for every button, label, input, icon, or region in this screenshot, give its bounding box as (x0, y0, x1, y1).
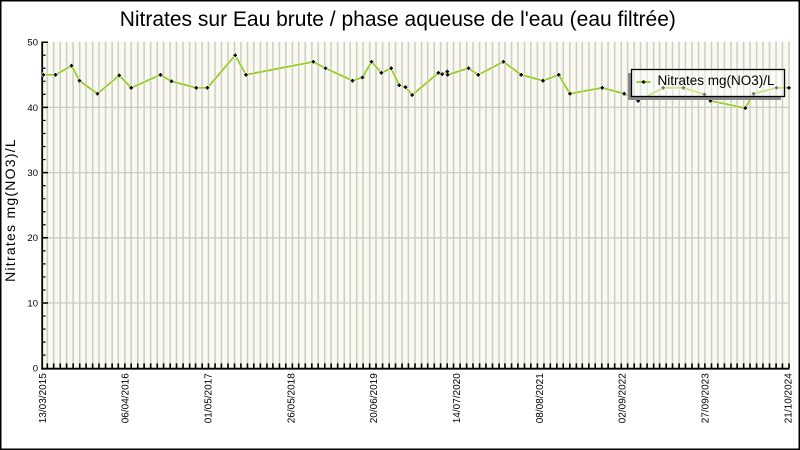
svg-text:10: 10 (27, 298, 38, 309)
svg-text:0: 0 (33, 364, 38, 375)
svg-text:27/09/2023: 27/09/2023 (701, 373, 712, 423)
svg-text:50: 50 (27, 38, 38, 49)
svg-text:14/07/2020: 14/07/2020 (452, 373, 463, 423)
svg-text:40: 40 (27, 103, 38, 114)
svg-text:20/06/2019: 20/06/2019 (369, 373, 380, 423)
svg-text:01/05/2017: 01/05/2017 (203, 373, 214, 423)
svg-text:13/03/2015: 13/03/2015 (38, 373, 49, 423)
svg-text:26/05/2018: 26/05/2018 (286, 373, 297, 423)
svg-text:06/04/2016: 06/04/2016 (121, 373, 132, 423)
svg-text:20: 20 (27, 233, 38, 244)
svg-text:Nitrates sur Eau brute / phase: Nitrates sur Eau brute / phase aqueuse d… (120, 8, 676, 31)
svg-text:02/09/2022: 02/09/2022 (618, 373, 629, 423)
svg-text:30: 30 (27, 168, 38, 179)
svg-text:Nitrates mg(NO3)/L: Nitrates mg(NO3)/L (2, 138, 18, 282)
svg-text:08/08/2021: 08/08/2021 (535, 373, 546, 423)
svg-text:21/10/2024: 21/10/2024 (783, 373, 794, 423)
svg-text:Nitrates mg(NO3)/L: Nitrates mg(NO3)/L (658, 73, 776, 88)
